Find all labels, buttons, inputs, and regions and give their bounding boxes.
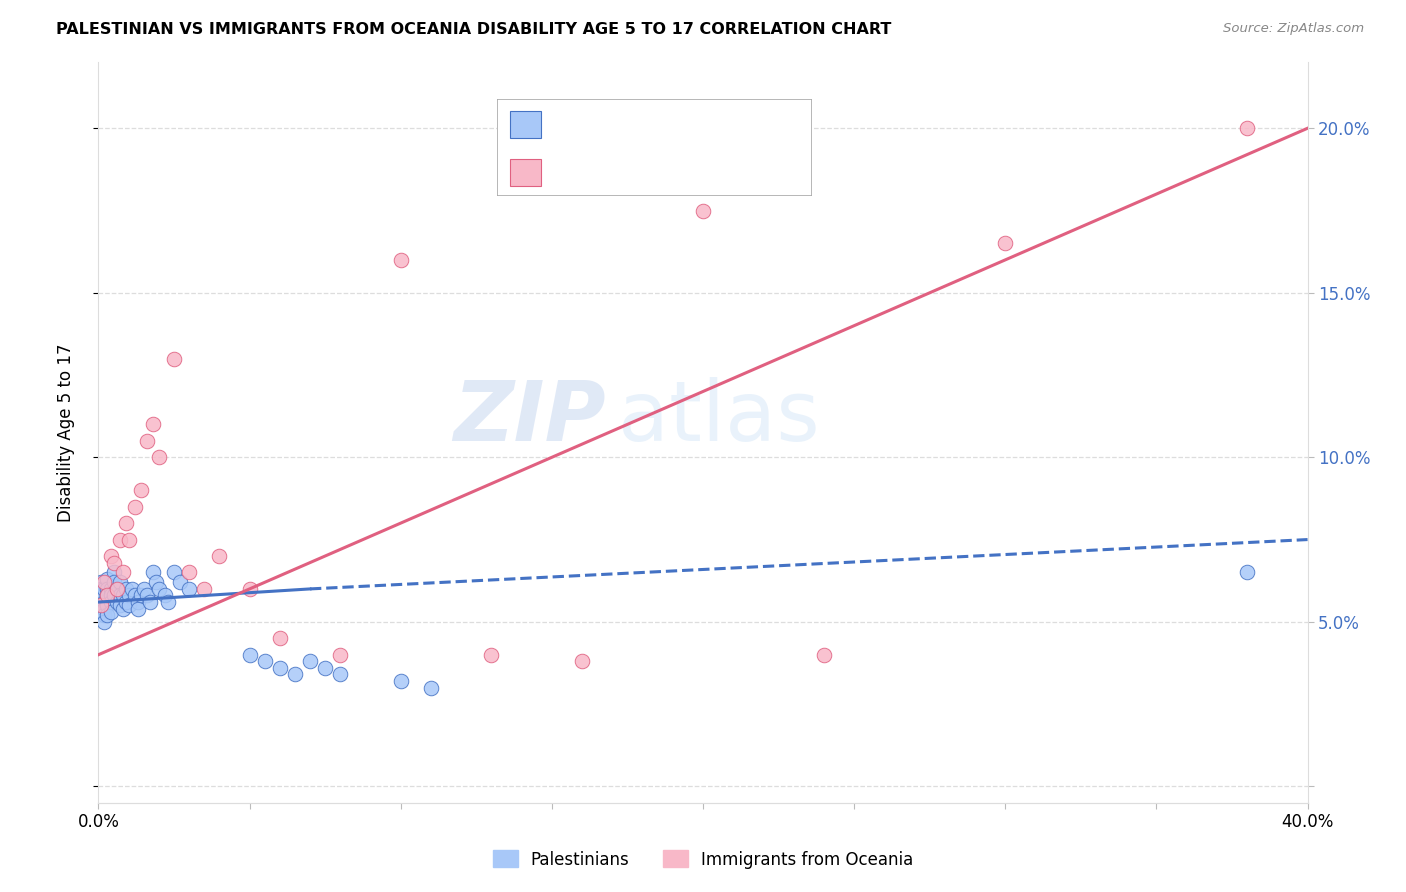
Point — [121, 582, 143, 596]
Point — [179, 582, 201, 596]
Point — [142, 566, 165, 580]
Point — [156, 595, 179, 609]
Point — [239, 648, 262, 662]
Point — [132, 582, 155, 596]
Point — [93, 615, 115, 629]
Point — [93, 601, 115, 615]
Point — [135, 589, 157, 603]
Point — [93, 589, 115, 603]
Point — [108, 533, 131, 547]
Point — [100, 605, 122, 619]
Point — [163, 566, 186, 580]
Point — [96, 572, 118, 586]
Point — [93, 575, 115, 590]
Point — [145, 575, 167, 590]
Point — [124, 589, 146, 603]
Point — [389, 252, 412, 267]
Point — [420, 681, 443, 695]
Text: PALESTINIAN VS IMMIGRANTS FROM OCEANIA DISABILITY AGE 5 TO 17 CORRELATION CHART: PALESTINIAN VS IMMIGRANTS FROM OCEANIA D… — [56, 22, 891, 37]
Point — [193, 582, 215, 596]
Point — [142, 417, 165, 432]
Text: Source: ZipAtlas.com: Source: ZipAtlas.com — [1223, 22, 1364, 36]
Point — [90, 599, 112, 613]
Point — [124, 500, 146, 514]
Point — [114, 595, 136, 609]
Point — [100, 549, 122, 563]
Point — [1236, 121, 1258, 136]
Point — [269, 661, 291, 675]
Point — [239, 582, 262, 596]
Point — [253, 654, 276, 668]
Point — [114, 516, 136, 530]
Text: ZIP: ZIP — [454, 377, 606, 458]
Point — [105, 582, 128, 596]
Point — [571, 654, 593, 668]
Point — [148, 582, 170, 596]
Point — [108, 589, 131, 603]
Point — [129, 483, 152, 498]
Y-axis label: Disability Age 5 to 17: Disability Age 5 to 17 — [56, 343, 75, 522]
Point — [153, 589, 176, 603]
Point — [127, 601, 149, 615]
Point — [105, 582, 128, 596]
Point — [114, 582, 136, 596]
Point — [284, 667, 307, 681]
Point — [329, 667, 352, 681]
Point — [103, 589, 125, 603]
Point — [111, 566, 134, 580]
Point — [127, 595, 149, 609]
Point — [103, 566, 125, 580]
Point — [163, 351, 186, 366]
Point — [100, 589, 122, 603]
Point — [994, 236, 1017, 251]
Point — [103, 556, 125, 570]
Point — [108, 575, 131, 590]
Point — [90, 575, 112, 590]
Point — [93, 582, 115, 596]
Point — [118, 599, 141, 613]
Point — [269, 632, 291, 646]
Point — [90, 582, 112, 596]
Point — [329, 648, 352, 662]
Point — [93, 608, 115, 623]
Point — [96, 608, 118, 623]
Point — [105, 595, 128, 609]
Point — [118, 589, 141, 603]
Point — [139, 595, 162, 609]
Point — [103, 575, 125, 590]
Point — [96, 589, 118, 603]
Point — [169, 575, 191, 590]
Point — [692, 203, 714, 218]
Point — [111, 601, 134, 615]
Point — [100, 595, 122, 609]
Point — [96, 589, 118, 603]
Point — [314, 661, 336, 675]
Point — [96, 599, 118, 613]
Point — [481, 648, 503, 662]
Point — [135, 434, 157, 448]
Point — [108, 599, 131, 613]
Point — [813, 648, 835, 662]
Legend: Palestinians, Immigrants from Oceania: Palestinians, Immigrants from Oceania — [492, 850, 914, 869]
Point — [389, 674, 412, 689]
Point — [90, 589, 112, 603]
Point — [96, 582, 118, 596]
Point — [1236, 566, 1258, 580]
Point — [179, 566, 201, 580]
Point — [118, 533, 141, 547]
Point — [111, 589, 134, 603]
Point — [100, 582, 122, 596]
Point — [208, 549, 231, 563]
Point — [93, 595, 115, 609]
Point — [148, 450, 170, 465]
Text: atlas: atlas — [619, 377, 820, 458]
Point — [129, 589, 152, 603]
Point — [299, 654, 322, 668]
